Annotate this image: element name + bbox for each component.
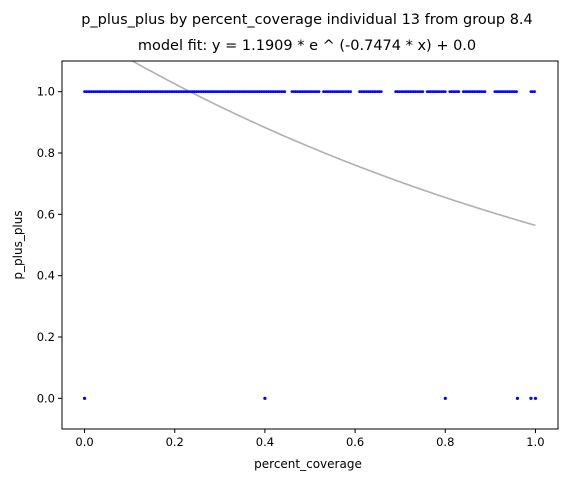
data-point bbox=[317, 90, 321, 94]
fit-curve bbox=[130, 61, 536, 227]
y-tick-label: 1.0 bbox=[37, 85, 55, 99]
data-point bbox=[82, 396, 87, 400]
data-point bbox=[533, 90, 536, 94]
data-point bbox=[529, 396, 533, 400]
x-axis-label: percent_coverage bbox=[254, 457, 362, 471]
data-point bbox=[533, 396, 538, 400]
x-tick-label: 0.2 bbox=[166, 435, 184, 449]
data-point bbox=[515, 396, 520, 400]
data-point bbox=[457, 90, 461, 94]
data-point bbox=[515, 90, 518, 94]
data-point bbox=[263, 396, 267, 400]
y-tick-label: 0.6 bbox=[37, 207, 55, 221]
y-tick-label: 0.4 bbox=[37, 269, 55, 283]
data-point bbox=[421, 90, 425, 94]
x-tick-label: 0.8 bbox=[436, 435, 454, 449]
x-tick-label: 0.0 bbox=[75, 435, 93, 449]
data-point bbox=[283, 90, 287, 94]
plot-frame bbox=[61, 60, 559, 430]
x-tick-label: 0.4 bbox=[256, 435, 274, 449]
plot-area: 0.0 0.2 0.4 0.6 0.8 1.0 0.0 0.2 0.4 0.6 0.8 1.0 bbox=[37, 60, 559, 449]
y-tick-label: 0.8 bbox=[37, 146, 55, 160]
chart-title: p_plus_plus by percent_coverage individu… bbox=[81, 12, 533, 28]
data-point bbox=[379, 90, 383, 94]
x-tick-label: 1.0 bbox=[526, 435, 544, 449]
y-tick-label: 0.2 bbox=[37, 330, 55, 344]
data-point bbox=[443, 396, 447, 400]
y-tick-label: 0.0 bbox=[37, 391, 55, 405]
y-axis-label: p_plus_plus bbox=[11, 210, 25, 279]
data-point bbox=[349, 90, 352, 94]
chart-subtitle: model fit: y = 1.1909 * e ^ (-0.7474 * x… bbox=[138, 38, 476, 54]
data-point bbox=[483, 90, 487, 94]
x-tick-label: 0.6 bbox=[346, 435, 364, 449]
data-point bbox=[443, 90, 447, 94]
